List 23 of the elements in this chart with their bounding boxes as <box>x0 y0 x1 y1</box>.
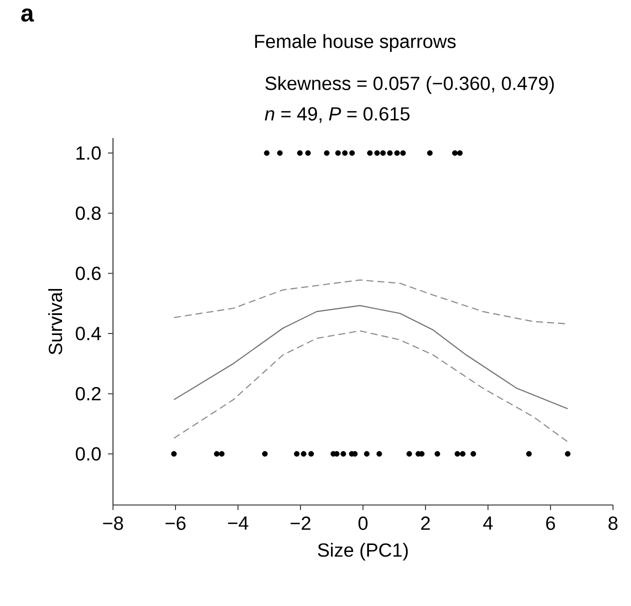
x-tick-label: 8 <box>608 516 618 530</box>
x-tick-label: −2 <box>290 516 310 530</box>
x-axis-title: Size (PC1) <box>318 542 408 561</box>
line-series <box>173 330 568 442</box>
y-tick-label: 0.2 <box>76 386 101 400</box>
y-tick-label: 0.0 <box>76 447 101 461</box>
text: a <box>21 8 34 22</box>
x-tick-label: 2 <box>421 516 430 530</box>
y-tick-label: 0.8 <box>76 206 101 220</box>
x-tick-label: 4 <box>483 516 493 530</box>
y-tick-label: 0.6 <box>76 266 101 280</box>
x-tick-label: −8 <box>103 516 123 530</box>
x-tick-label: 6 <box>546 516 555 530</box>
chart-subtitle: Skewness = 0.057 (−0.360, 0.479) <box>265 76 554 94</box>
chart-title: Female house sparrows <box>255 34 456 52</box>
x-tick-label: −6 <box>166 516 186 530</box>
text: n = 49, P = 0.615 <box>264 107 410 123</box>
x-tick-label: 0 <box>358 516 368 530</box>
y-axis-title: Survival <box>48 288 62 354</box>
x-tick-label: −4 <box>228 516 248 530</box>
y-tick-label: 1.0 <box>76 146 101 160</box>
line-series <box>173 305 568 410</box>
y-tick-label: 0.4 <box>76 326 101 340</box>
